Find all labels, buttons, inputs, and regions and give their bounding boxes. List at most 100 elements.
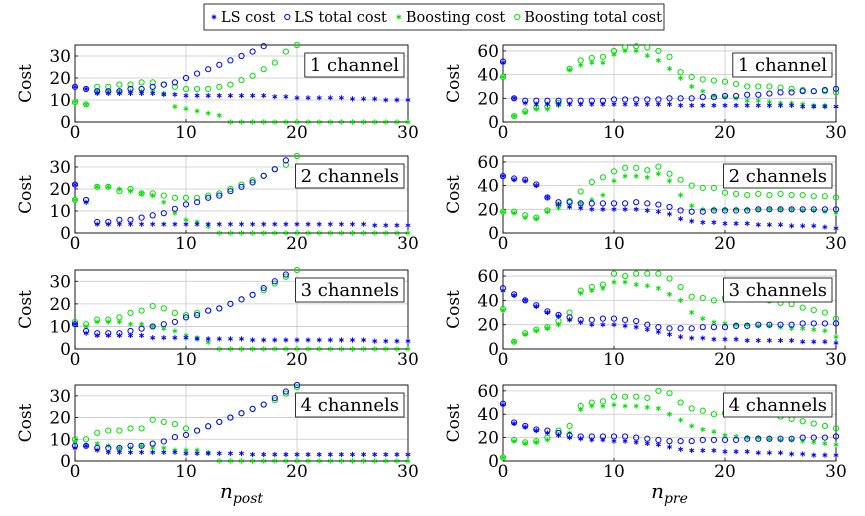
legend-label: LS cost (221, 10, 275, 26)
data-point (666, 178, 673, 184)
data-point (361, 119, 367, 125)
data-point (139, 332, 145, 339)
data-point (699, 94, 706, 101)
data-point (138, 214, 145, 221)
data-point (394, 458, 400, 464)
legend-marker-circle (514, 13, 521, 21)
data-point (644, 394, 651, 401)
data-point (294, 230, 300, 236)
data-point (800, 104, 806, 110)
data-point (227, 185, 234, 193)
data-point (721, 189, 729, 196)
data-point (511, 292, 517, 299)
data-point (666, 390, 673, 397)
data-point (799, 206, 806, 213)
data-point (766, 83, 773, 90)
x-axis-label-right: npre (651, 479, 688, 507)
data-point (194, 312, 201, 319)
data-point (799, 434, 806, 441)
data-point (105, 90, 111, 96)
data-point (678, 417, 684, 423)
data-point (644, 404, 650, 410)
data-point (678, 216, 684, 222)
data-point (688, 182, 695, 189)
x-tick-label: 20 (286, 123, 308, 143)
data-marks (71, 152, 411, 236)
data-point (800, 325, 806, 331)
data-point (227, 188, 234, 195)
data-point (383, 222, 389, 228)
data-point (600, 101, 606, 107)
data-point (511, 95, 517, 101)
data-point (293, 381, 301, 389)
data-point (150, 90, 156, 96)
data-point (821, 309, 829, 316)
x-tick-label: 10 (603, 123, 625, 143)
data-point (105, 184, 111, 190)
data-point (149, 303, 156, 310)
panel-annotation: 4 channels (295, 392, 405, 418)
data-point (655, 171, 661, 177)
data-point (666, 53, 673, 60)
data-point (227, 230, 233, 236)
data-point (271, 280, 278, 287)
data-point (182, 85, 190, 93)
data-point (688, 438, 695, 445)
data-marks (71, 41, 411, 125)
data-marks (499, 270, 840, 346)
data-point (316, 451, 322, 458)
data-point (655, 163, 662, 170)
data-point (744, 191, 751, 199)
data-point (711, 102, 717, 109)
data-point (522, 178, 528, 184)
data-point (183, 335, 189, 341)
data-point (533, 183, 539, 189)
y-tick-label: 20 (477, 200, 499, 220)
series-ls-cost (500, 173, 839, 231)
data-point (644, 326, 650, 333)
data-point (116, 186, 122, 192)
data-point (305, 230, 311, 236)
data-point (799, 304, 806, 311)
data-point (799, 320, 806, 327)
data-point (182, 312, 190, 319)
data-point (655, 405, 661, 411)
x-tick-label: 20 (286, 350, 308, 370)
panel-annotation: 1 channel (304, 52, 405, 78)
data-point (282, 48, 289, 55)
panel-annotation-box (723, 392, 833, 418)
data-point (249, 72, 256, 79)
data-point (249, 179, 256, 186)
y-tick-label: 30 (49, 47, 71, 67)
data-point (644, 207, 650, 214)
data-point (744, 83, 751, 90)
data-point (305, 346, 311, 352)
data-point (678, 334, 684, 340)
data-point (383, 119, 389, 125)
data-point (610, 270, 618, 277)
data-point (721, 207, 729, 214)
data-point (500, 60, 506, 66)
x-tick-label: 30 (397, 123, 419, 143)
data-point (94, 332, 100, 339)
data-point (511, 339, 517, 345)
data-point (655, 436, 662, 444)
series-ls-total-cost (71, 157, 289, 226)
data-point (394, 230, 400, 236)
data-point (116, 445, 122, 451)
data-point (261, 337, 267, 343)
data-point (533, 106, 539, 112)
data-point (283, 230, 289, 236)
data-point (655, 285, 661, 291)
data-point (316, 95, 322, 101)
data-point (688, 95, 695, 102)
data-point (238, 410, 245, 417)
data-point (293, 266, 301, 274)
data-point (755, 222, 761, 228)
data-point (282, 390, 289, 397)
data-point (511, 438, 517, 444)
data-point (533, 216, 539, 222)
panel-annotation-text: 3 channels (729, 280, 827, 301)
data-point (238, 230, 245, 236)
